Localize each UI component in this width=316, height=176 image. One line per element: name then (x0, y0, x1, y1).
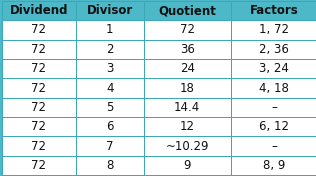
Text: Quotient: Quotient (158, 4, 216, 17)
Text: 14.4: 14.4 (174, 101, 200, 114)
Bar (144, 98, 231, 117)
Text: 72: 72 (31, 120, 46, 133)
Bar (144, 117, 231, 136)
Bar (144, 136, 231, 156)
Text: 4, 18: 4, 18 (259, 81, 289, 95)
Bar (2, 136, 76, 156)
Text: 9: 9 (184, 159, 191, 172)
Bar (2, 156, 76, 175)
Bar (2, 40, 76, 59)
Text: 1: 1 (106, 23, 113, 36)
Bar (231, 20, 316, 40)
Bar (76, 1, 144, 20)
Text: Factors: Factors (250, 4, 299, 17)
Text: 5: 5 (106, 101, 113, 114)
Text: ~10.29: ~10.29 (166, 140, 209, 153)
Bar (76, 40, 144, 59)
Bar (2, 20, 76, 40)
Bar (144, 1, 231, 20)
Bar (231, 98, 316, 117)
Text: 8, 9: 8, 9 (263, 159, 285, 172)
Bar (144, 20, 231, 40)
Bar (231, 1, 316, 20)
Bar (231, 78, 316, 98)
Bar (231, 59, 316, 78)
Text: 18: 18 (180, 81, 195, 95)
Text: 2: 2 (106, 43, 113, 56)
Text: 3, 24: 3, 24 (259, 62, 289, 75)
Text: 6: 6 (106, 120, 113, 133)
Text: 72: 72 (31, 101, 46, 114)
Text: 7: 7 (106, 140, 113, 153)
Text: 72: 72 (31, 140, 46, 153)
Bar (76, 20, 144, 40)
Bar (2, 98, 76, 117)
Text: –: – (271, 101, 277, 114)
Bar (144, 78, 231, 98)
Text: 6, 12: 6, 12 (259, 120, 289, 133)
Text: 72: 72 (31, 43, 46, 56)
Bar (76, 59, 144, 78)
Bar (2, 1, 76, 20)
Text: 2, 36: 2, 36 (259, 43, 289, 56)
Bar (231, 136, 316, 156)
Text: 12: 12 (180, 120, 195, 133)
Text: 72: 72 (31, 159, 46, 172)
Text: 3: 3 (106, 62, 113, 75)
Bar (144, 156, 231, 175)
Bar (231, 156, 316, 175)
Bar (76, 78, 144, 98)
Text: Divisor: Divisor (87, 4, 133, 17)
Text: Dividend: Dividend (9, 4, 68, 17)
Text: –: – (271, 140, 277, 153)
Text: 72: 72 (180, 23, 195, 36)
Bar (144, 59, 231, 78)
Text: 4: 4 (106, 81, 113, 95)
Text: 72: 72 (31, 23, 46, 36)
Text: 8: 8 (106, 159, 113, 172)
Text: 72: 72 (31, 81, 46, 95)
Bar (231, 117, 316, 136)
Text: 24: 24 (180, 62, 195, 75)
Text: 36: 36 (180, 43, 195, 56)
Text: 72: 72 (31, 62, 46, 75)
Bar (2, 78, 76, 98)
Bar (144, 40, 231, 59)
Bar (76, 136, 144, 156)
Bar (76, 156, 144, 175)
Bar (76, 98, 144, 117)
Bar (231, 40, 316, 59)
Bar (2, 117, 76, 136)
Bar (76, 117, 144, 136)
Bar (2, 59, 76, 78)
Text: 1, 72: 1, 72 (259, 23, 289, 36)
